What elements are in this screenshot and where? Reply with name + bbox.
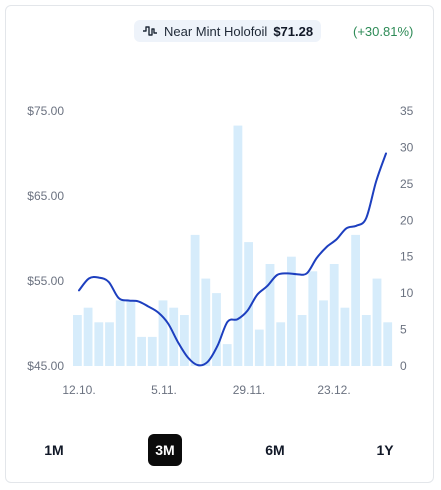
volume-bar (340, 307, 350, 366)
y-right-tick-label: 15 (400, 250, 414, 264)
x-tick-label: 29.11. (233, 383, 265, 397)
volume-bar (233, 125, 243, 366)
volume-bar (265, 264, 275, 366)
volume-bar (361, 315, 371, 366)
volume-bar (73, 315, 82, 366)
volume-bar (351, 234, 360, 366)
y-left-tick-label: $55.00 (27, 274, 64, 288)
volume-bar (319, 300, 328, 366)
current-price: $71.28 (273, 23, 314, 39)
volume-bar (105, 322, 114, 366)
y-left-tick-label: $65.00 (27, 189, 64, 203)
volume-bar (222, 344, 232, 366)
range-button-6m[interactable]: 6M (265, 442, 285, 458)
time-range-selector: 1M 3M 6M 1Y (0, 434, 441, 470)
x-tick-label: 12.10. (62, 383, 95, 397)
volume-bar (115, 300, 125, 366)
volume-bar (137, 336, 146, 366)
price-chart: $75.00 $65.00 $55.00 $45.00 35 30 25 20 15 10 5 0 12… (27, 104, 414, 397)
y-left-tick-label: $75.00 (27, 104, 64, 118)
price-change: (+30.81%) (353, 24, 414, 39)
y-right-tick-label: 35 (400, 104, 414, 118)
range-button-3m[interactable]: 3M (148, 434, 182, 466)
volume-bar (287, 256, 296, 366)
volume-bar (147, 336, 157, 366)
y-right-tick-label: 25 (400, 177, 414, 191)
volume-bar (244, 242, 253, 366)
volume-bar (297, 315, 307, 366)
y-right-tick-label: 30 (400, 140, 414, 154)
y-right-tick-label: 0 (400, 359, 407, 373)
volume-bar (83, 307, 93, 366)
x-tick-label: 5.11. (151, 383, 177, 397)
volume-bar (276, 322, 286, 366)
y-right-tick-label: 20 (400, 213, 414, 227)
volume-bar (329, 264, 339, 366)
chart-card (5, 5, 434, 483)
volume-bar (254, 329, 264, 366)
range-button-1y[interactable]: 1Y (376, 442, 394, 458)
volume-bar (190, 234, 200, 366)
volume-bar (201, 278, 211, 366)
price-line (78, 152, 387, 367)
y-right-tick-label: 5 (400, 323, 407, 337)
volume-bar (126, 300, 136, 366)
series-label: Near Mint Holofoil (164, 23, 268, 39)
volume-bar (308, 271, 318, 366)
volume-bar (372, 278, 382, 366)
volume-bar (212, 293, 221, 366)
y-right-tick-label: 10 (400, 286, 414, 300)
y-left-tick-label: $45.00 (27, 359, 64, 373)
series-legend-chip: Near Mint Holofoil $71.28 (134, 20, 322, 42)
volume-bar (180, 315, 189, 366)
line-chart-icon (143, 26, 157, 36)
x-tick-label: 23.12. (317, 383, 350, 397)
volume-bar (158, 300, 168, 366)
range-button-1m[interactable]: 1M (44, 442, 64, 458)
volume-bar (383, 322, 393, 366)
volume-bar (169, 307, 179, 366)
volume-bar (94, 322, 104, 366)
